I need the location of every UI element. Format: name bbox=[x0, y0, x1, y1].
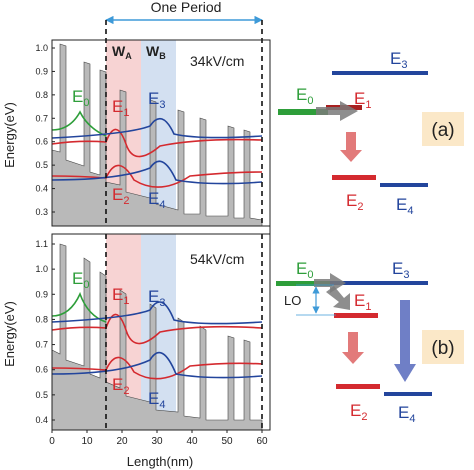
lo-label: LO bbox=[284, 293, 301, 308]
x-tick-label: 60 bbox=[256, 436, 268, 447]
level-diagram-b: LO E0 E3 E1 E2 E4 (b) bbox=[276, 259, 464, 425]
level-e2-a bbox=[332, 175, 376, 180]
level-label-e4-a: E4 bbox=[396, 195, 413, 217]
level-e1-b bbox=[334, 313, 378, 318]
band-profile-b bbox=[51, 243, 263, 431]
level-diagram-a: E0 E1 E3 E2 E4 (a) bbox=[278, 49, 464, 217]
y-a-tick-label: 0.9 bbox=[35, 66, 48, 76]
x-tick-label: 30 bbox=[151, 436, 163, 447]
wa-label: WA bbox=[112, 43, 132, 61]
wave-label-e3-b: E3 bbox=[148, 287, 165, 309]
level-label-e4-b: E4 bbox=[398, 403, 415, 425]
wb-band-b bbox=[141, 234, 176, 430]
y-b-tick-label: 0.9 bbox=[35, 289, 48, 299]
wave-label-e0-a: E0 bbox=[72, 87, 89, 109]
x-tick-label: 50 bbox=[221, 436, 233, 447]
wave-label-e2-b: E2 bbox=[112, 375, 129, 397]
wave-label-e1-a: E1 bbox=[112, 97, 129, 119]
e0-wave-a bbox=[51, 110, 107, 137]
period-label: One Period bbox=[151, 0, 222, 15]
y-axis-label-b: Energy(eV) bbox=[2, 301, 17, 367]
e2-wave-a bbox=[51, 164, 263, 188]
e4-wave-a bbox=[51, 160, 263, 185]
field-label-b: 54kV/cm bbox=[190, 251, 244, 267]
panel-a-plot bbox=[51, 20, 271, 227]
level-label-e2-b: E2 bbox=[350, 401, 367, 423]
level-label-e1-a: E1 bbox=[354, 89, 371, 111]
y-a-tick-label: 0.7 bbox=[35, 113, 48, 123]
wb-band-a bbox=[141, 40, 176, 226]
x-tick-label: 10 bbox=[81, 436, 93, 447]
y-a-tick-label: 0.6 bbox=[35, 137, 48, 147]
level-label-e3-a: E3 bbox=[390, 49, 407, 71]
level-e2-b bbox=[336, 384, 380, 389]
band-profile-a bbox=[51, 43, 263, 227]
y-b-tick-label: 1.0 bbox=[35, 264, 48, 274]
e4-wave-b bbox=[51, 351, 263, 379]
level-label-e2-a: E2 bbox=[346, 191, 363, 213]
x-axis-label: Length(nm) bbox=[127, 454, 193, 469]
y-a-tick-label: 0.4 bbox=[35, 184, 48, 194]
y-ticks-b: 0.4 0.5 0.6 0.7 0.8 0.9 1.0 1.1 bbox=[35, 239, 55, 425]
level-label-e0-b: E0 bbox=[296, 259, 313, 281]
y-b-tick-label: 0.6 bbox=[35, 365, 48, 375]
panel-label-a: (a) bbox=[431, 120, 454, 141]
plot-labels: WA WB 34kV/cm 54kV/cm E0 E1 E3 E2 E4 E0 … bbox=[2, 43, 244, 469]
e3-wave-a bbox=[51, 117, 263, 139]
y-ticks-a: 0.3 0.4 0.5 0.6 0.7 0.8 0.9 1.0 bbox=[35, 43, 55, 217]
relax-arrow-blue-b bbox=[394, 300, 416, 382]
level-e3-b bbox=[330, 281, 428, 285]
level-e0-b bbox=[276, 281, 332, 286]
level-e0-a bbox=[278, 109, 328, 115]
y-a-tick-label: 0.3 bbox=[35, 207, 48, 217]
e1-wave-b bbox=[51, 313, 263, 345]
transfer-arrow-gray-b bbox=[314, 273, 346, 293]
e2-wave-b bbox=[51, 356, 263, 380]
wave-label-e0-b: E0 bbox=[72, 269, 89, 291]
x-tick-label: 0 bbox=[49, 436, 55, 447]
e3-wave-b bbox=[51, 301, 263, 325]
level-e4-a bbox=[380, 183, 428, 187]
wave-label-e1-b: E1 bbox=[112, 285, 129, 307]
y-a-tick-label: 1.0 bbox=[35, 43, 48, 53]
y-b-tick-label: 0.7 bbox=[35, 340, 48, 350]
transfer-arrow-gray-a bbox=[316, 101, 358, 121]
relax-arrow-red-a bbox=[340, 132, 362, 162]
panel-label-b: (b) bbox=[431, 338, 454, 359]
period-indicator: One Period bbox=[105, 0, 263, 25]
y-b-tick-label: 1.1 bbox=[35, 239, 48, 249]
level-e4-b bbox=[384, 392, 432, 396]
x-ticks: 0 10 20 30 40 50 60 bbox=[49, 430, 268, 447]
level-label-e0-a: E0 bbox=[296, 85, 313, 107]
y-a-tick-label: 0.5 bbox=[35, 160, 48, 170]
x-tick-label: 40 bbox=[186, 436, 198, 447]
e1-wave-a bbox=[51, 128, 263, 158]
level-label-e1-b: E1 bbox=[354, 291, 371, 313]
y-b-tick-label: 0.4 bbox=[35, 415, 48, 425]
y-b-tick-label: 0.8 bbox=[35, 314, 48, 324]
scatter-arrow-gray-b bbox=[326, 286, 350, 310]
x-tick-label: 20 bbox=[116, 436, 128, 447]
wave-label-e4-a: E4 bbox=[148, 189, 165, 211]
y-b-tick-label: 0.5 bbox=[35, 390, 48, 400]
wave-label-e4-b: E4 bbox=[148, 389, 165, 411]
level-e3-a bbox=[332, 71, 428, 75]
wb-label: WB bbox=[146, 43, 166, 61]
level-label-e3-b: E3 bbox=[392, 259, 409, 281]
y-axis-label: Energy(eV) bbox=[2, 102, 17, 168]
panel-label-box-a bbox=[422, 112, 464, 146]
panel-label-box-b bbox=[422, 330, 464, 364]
wave-label-e2-a: E2 bbox=[112, 185, 129, 207]
field-label-a: 34kV/cm bbox=[190, 53, 244, 69]
wave-label-e3-a: E3 bbox=[148, 89, 165, 111]
relax-arrow-red-b bbox=[342, 332, 364, 364]
e0-wave-b bbox=[51, 291, 107, 323]
y-a-tick-label: 0.8 bbox=[35, 90, 48, 100]
panel-b-plot bbox=[51, 233, 271, 431]
